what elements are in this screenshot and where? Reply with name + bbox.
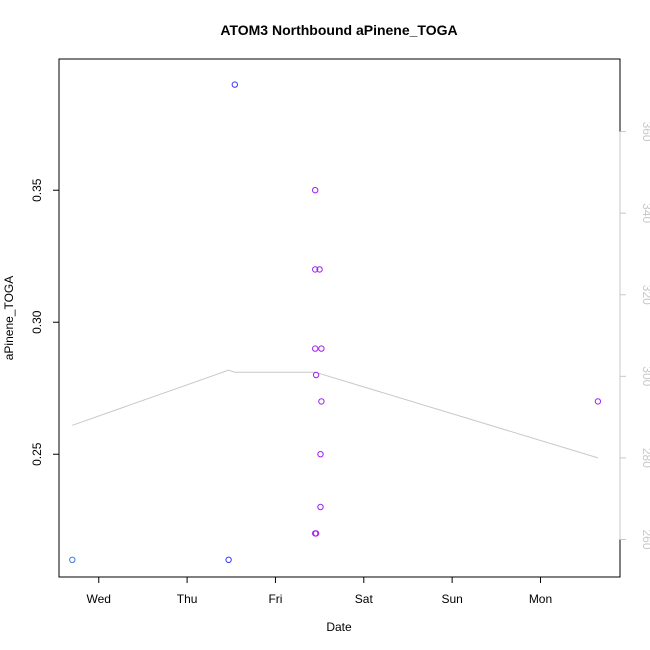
x-tick-label: Sat <box>355 592 374 606</box>
y-axis-label: aPinene_TOGA <box>2 276 16 361</box>
data-point <box>317 451 324 458</box>
y-right-tick-label: 280 <box>640 448 650 468</box>
points-series <box>69 81 602 563</box>
y-right-tick-label: 360 <box>640 122 650 142</box>
x-axis-label: Date <box>326 620 352 634</box>
data-point <box>312 530 320 537</box>
y-right-tick-label: 260 <box>640 529 650 549</box>
y-right-tick-label: 340 <box>640 203 650 223</box>
y-right-tick-label: 320 <box>640 285 650 305</box>
x-tick-label: Sun <box>441 592 462 606</box>
y-right-tick-label: 300 <box>640 366 650 386</box>
data-point <box>225 556 232 563</box>
x-axis: Wed Thu Fri Sat Sun Mon <box>87 576 552 606</box>
line-series <box>72 369 599 459</box>
chart-title: ATOM3 Northbound aPinene_TOGA <box>220 22 457 38</box>
x-tick-label: Mon <box>529 592 552 606</box>
data-point <box>312 371 320 379</box>
y-tick-label: 0.25 <box>30 442 44 466</box>
data-point <box>312 345 319 352</box>
x-tick-label: Wed <box>87 592 111 606</box>
data-point <box>318 398 325 405</box>
data-point <box>231 81 239 88</box>
x-tick-label: Fri <box>268 592 282 606</box>
data-point <box>316 266 323 273</box>
data-point <box>594 398 602 405</box>
y-tick-label: 0.30 <box>30 310 44 334</box>
series-line <box>72 369 599 459</box>
data-point <box>318 345 325 352</box>
data-point <box>69 556 76 563</box>
y-axis-right: 260 280 300 320 340 360 <box>619 122 650 550</box>
data-point <box>317 503 324 511</box>
data-point <box>312 187 319 194</box>
x-tick-label: Thu <box>177 592 198 606</box>
data-point <box>312 266 319 273</box>
y-axis-left: 0.25 0.30 0.35 <box>30 178 60 466</box>
y-tick-label: 0.35 <box>30 178 44 202</box>
